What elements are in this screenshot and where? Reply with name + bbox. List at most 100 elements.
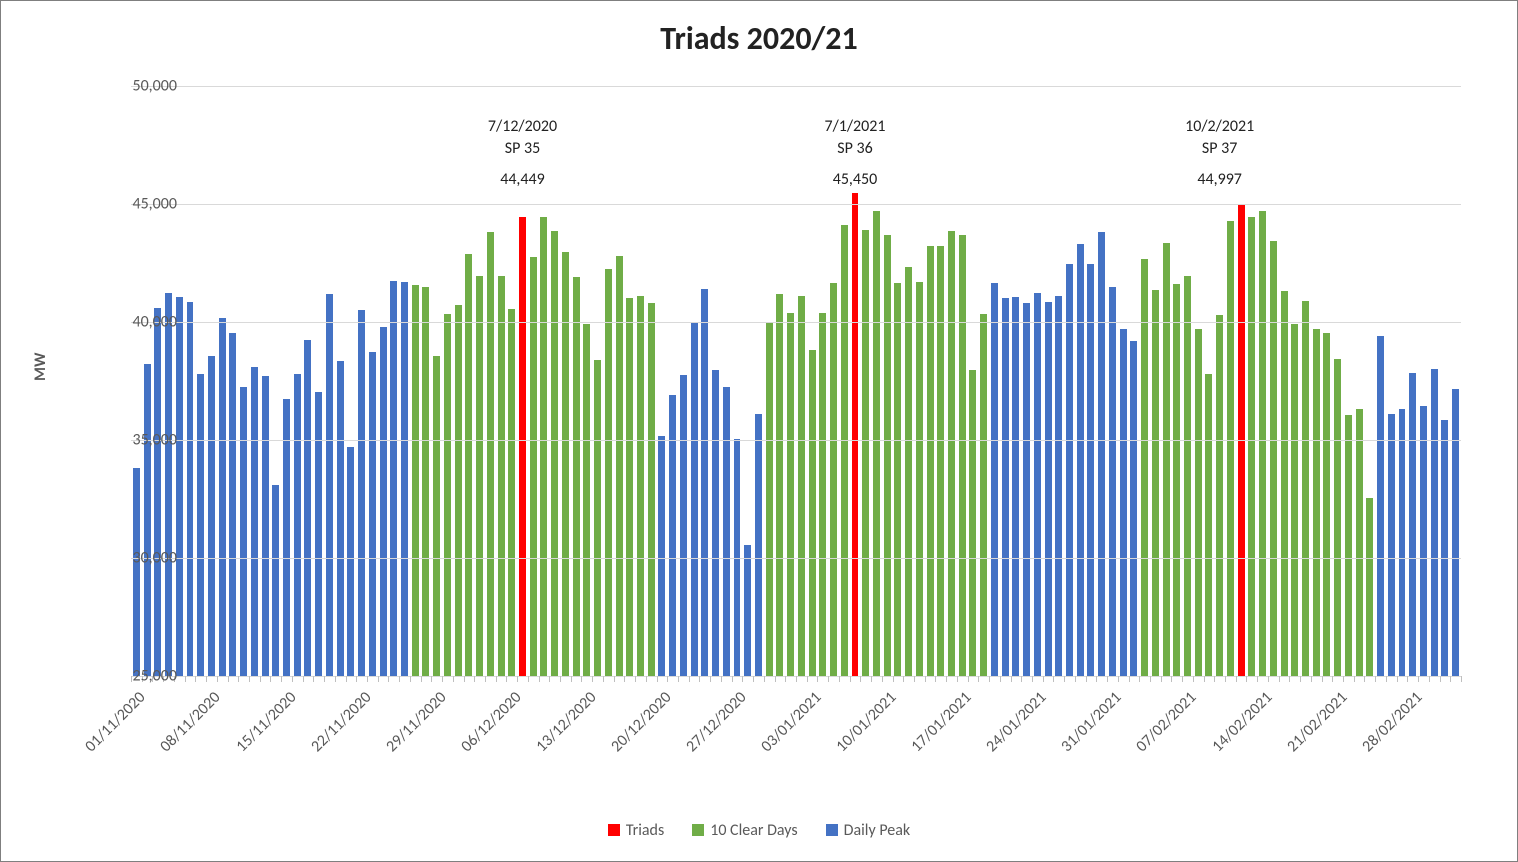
bar-clear [905,267,912,676]
x-tick [646,676,647,682]
bar-clear [948,231,955,676]
bar-daily [1130,341,1137,676]
bar-daily [197,374,204,676]
x-tick [1375,676,1376,682]
x-tick [828,676,829,682]
bar-clear [959,235,966,676]
x-tick [1236,676,1237,682]
x-tick [1429,676,1430,682]
bar-clear [1291,324,1298,676]
x-tick-label: 28/02/2021 [1342,688,1426,772]
x-tick [367,676,368,682]
bar-clear [616,256,623,676]
x-tick [528,676,529,682]
bar-daily [380,327,387,676]
x-tick [764,676,765,682]
x-tick-label: 03/01/2021 [741,688,825,772]
x-tick-label: 24/01/2021 [967,688,1051,772]
x-tick [378,676,379,682]
x-tick [496,676,497,682]
bar-daily [401,282,408,676]
bar-clear [969,370,976,676]
bar-clear [1184,276,1191,676]
x-tick [1075,676,1076,682]
x-tick [689,676,690,682]
x-tick [1043,676,1044,682]
legend-label: Triads [626,821,664,840]
x-tick [1064,676,1065,682]
bar-daily [1077,244,1084,676]
bar-clear [1356,409,1363,676]
bar-daily [1023,303,1030,676]
x-tick [667,676,668,682]
x-tick-label: 14/02/2021 [1192,688,1276,772]
bar-daily [744,545,751,676]
bar-clear [562,252,569,676]
bar-clear [894,283,901,676]
bar-clear [980,314,987,676]
bar-clear [766,322,773,676]
x-tick [1139,676,1140,682]
bar-daily [326,294,333,676]
x-tick [796,676,797,682]
x-tick-label: 13/12/2020 [516,688,600,772]
bar-clear [530,257,537,676]
x-tick [775,676,776,682]
bar-daily [390,281,397,676]
triad-annotation: 7/1/2021SP 3645,450 [795,116,915,191]
x-tick [581,676,582,682]
x-tick-label: 06/12/2020 [441,688,525,772]
x-tick [592,676,593,682]
x-tick [185,676,186,682]
x-tick-label: 15/11/2020 [216,688,300,772]
legend: Triads10 Clear DaysDaily Peak [1,821,1517,842]
gridline [131,204,1461,205]
x-tick [1397,676,1398,682]
x-tick [1182,676,1183,682]
bar-clear [573,277,580,676]
gridline [131,440,1461,441]
x-tick [1150,676,1151,682]
x-tick [1386,676,1387,682]
bar-daily [358,310,365,676]
x-tick [238,676,239,682]
x-tick [1322,676,1323,682]
x-tick [1268,676,1269,682]
x-tick [1343,676,1344,682]
x-tick [1053,676,1054,682]
x-tick [1332,676,1333,682]
x-tick [807,676,808,682]
bar-clear [594,360,601,676]
bar-clear [1205,374,1212,676]
x-tick [871,676,872,682]
bar-daily [144,364,151,676]
bar-daily [294,374,301,676]
bar-daily [669,395,676,676]
x-tick [925,676,926,682]
bar-daily [262,376,269,676]
x-tick [1171,676,1172,682]
x-tick [1118,676,1119,682]
chart-frame: Triads 2020/21 MW Triads10 Clear DaysDai… [0,0,1518,862]
bar-daily [1388,414,1395,676]
gridline [131,322,1461,323]
bar-daily [272,485,279,676]
bar-clear [540,217,547,676]
bar-daily [680,375,687,676]
x-tick [249,676,250,682]
x-tick [678,676,679,682]
bar-clear [444,314,451,676]
bar-clear [830,283,837,676]
x-tick [464,676,465,682]
x-tick [453,676,454,682]
x-tick [1450,676,1451,682]
bar-clear [626,298,633,676]
bar-clear [476,276,483,676]
bar-clear [1152,290,1159,676]
x-tick-label: 10/01/2021 [816,688,900,772]
x-tick [817,676,818,682]
bar-daily [755,414,762,676]
bar-daily [229,333,236,676]
bar-clear [862,230,869,676]
x-tick [260,676,261,682]
